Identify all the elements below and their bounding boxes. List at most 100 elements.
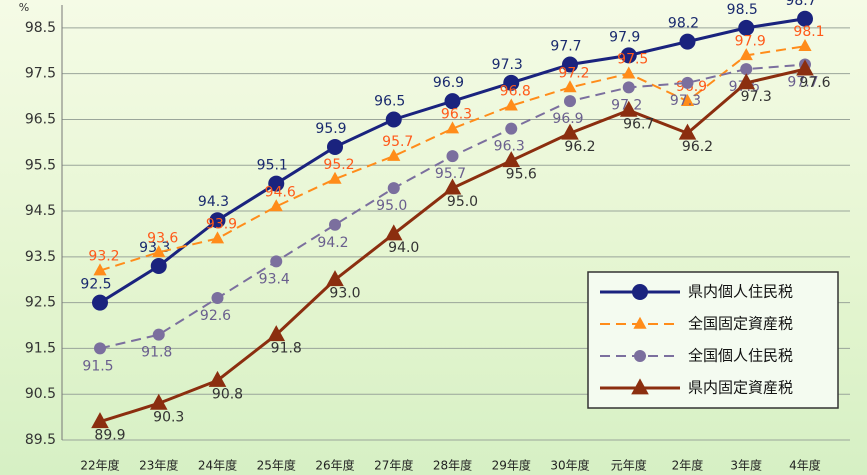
data-label: 91.5 [82, 358, 113, 374]
y-tick-label: 92.5 [25, 295, 56, 311]
data-label: 93.2 [88, 249, 119, 265]
data-label: 92.6 [200, 308, 231, 324]
data-label: 92.5 [80, 277, 111, 293]
data-label: 96.3 [441, 107, 472, 123]
data-label: 97.2 [558, 65, 589, 81]
data-label: 98.1 [793, 24, 824, 40]
data-label: 97.7 [787, 75, 818, 91]
legend-label: 県内個人住民税 [688, 283, 793, 301]
point [152, 245, 166, 258]
x-tick-label: 2年度 [672, 458, 704, 473]
point [384, 224, 403, 241]
point [631, 378, 649, 395]
data-label: 95.6 [506, 167, 537, 183]
point [622, 81, 635, 94]
point [796, 59, 814, 76]
point [210, 231, 225, 244]
data-label: 93.6 [147, 230, 178, 246]
data-label: 90.3 [153, 409, 184, 425]
data-label: 94.0 [388, 240, 419, 256]
data-label: 90.8 [212, 386, 243, 402]
x-tick-label: 24年度 [198, 458, 237, 473]
data-label: 96.2 [682, 139, 713, 155]
y-tick-label: 98.5 [25, 20, 56, 36]
data-label: 96.7 [623, 116, 654, 132]
data-label: 98.7 [785, 0, 816, 9]
data-label: 95.0 [447, 194, 478, 210]
x-tick-label: 22年度 [80, 458, 119, 473]
point [326, 270, 344, 287]
point [561, 123, 579, 140]
point [680, 93, 695, 106]
data-label: 95.7 [435, 166, 466, 182]
point [562, 56, 578, 73]
y-tick-label: 96.5 [25, 111, 56, 127]
x-tick-label: 4年度 [789, 458, 821, 473]
point [504, 98, 518, 111]
point [94, 342, 106, 355]
data-label: 93.0 [329, 286, 360, 302]
x-tick-label: 26年度 [315, 458, 354, 473]
data-label: 94.3 [198, 194, 229, 210]
point [798, 39, 812, 52]
point [269, 199, 283, 212]
point [563, 80, 577, 93]
data-label: 97.9 [609, 29, 640, 45]
x-tick-label: 23年度 [139, 458, 178, 473]
point [385, 111, 402, 128]
legend-label: 県内固定資産税 [688, 379, 793, 397]
y-unit: % [19, 1, 29, 14]
data-label: 91.8 [271, 341, 302, 357]
y-tick-label: 93.5 [25, 249, 56, 265]
data-label: 94.6 [265, 184, 296, 200]
point [387, 182, 400, 195]
y-tick-label: 97.5 [25, 66, 56, 82]
point [327, 138, 343, 155]
data-label: 91.8 [141, 345, 172, 361]
x-tick-label: 30年度 [550, 458, 589, 473]
point [737, 73, 756, 90]
point [387, 148, 401, 161]
data-label: 96.8 [500, 84, 531, 100]
x-tick-label: 27年度 [374, 458, 413, 473]
point [503, 74, 520, 91]
point [150, 258, 167, 274]
point [93, 263, 107, 276]
data-label: 97.3 [670, 93, 701, 109]
point [443, 178, 462, 195]
x-tick-label: 25年度 [257, 458, 296, 473]
data-label: 98.5 [727, 2, 758, 18]
data-label: 96.9 [552, 111, 583, 127]
legend-label: 全国固定資産税 [688, 315, 793, 333]
point [445, 121, 460, 134]
point [328, 171, 342, 184]
data-label: 95.7 [382, 134, 413, 150]
point [152, 328, 165, 341]
point [738, 19, 755, 36]
data-label: 97.7 [550, 39, 581, 55]
data-label: 97.9 [735, 33, 766, 49]
point [632, 284, 648, 300]
point [208, 370, 227, 387]
point [679, 33, 696, 50]
point [634, 350, 646, 362]
point [270, 255, 283, 268]
data-label: 93.9 [206, 217, 237, 233]
y-tick-label: 91.5 [25, 340, 56, 356]
point [268, 175, 285, 192]
point [681, 76, 694, 89]
point [267, 325, 286, 342]
data-label: 96.3 [494, 139, 525, 155]
data-label: 97.3 [492, 57, 523, 73]
point [329, 218, 341, 231]
y-tick-label: 94.5 [25, 203, 56, 219]
data-label: 97.5 [617, 52, 648, 68]
point [619, 100, 638, 117]
data-label: 94.2 [317, 235, 348, 251]
data-label: 89.9 [94, 428, 125, 444]
point [502, 151, 521, 168]
data-label: 96.5 [374, 93, 405, 109]
x-tick-label: 28年度 [433, 458, 472, 473]
point [209, 212, 226, 229]
